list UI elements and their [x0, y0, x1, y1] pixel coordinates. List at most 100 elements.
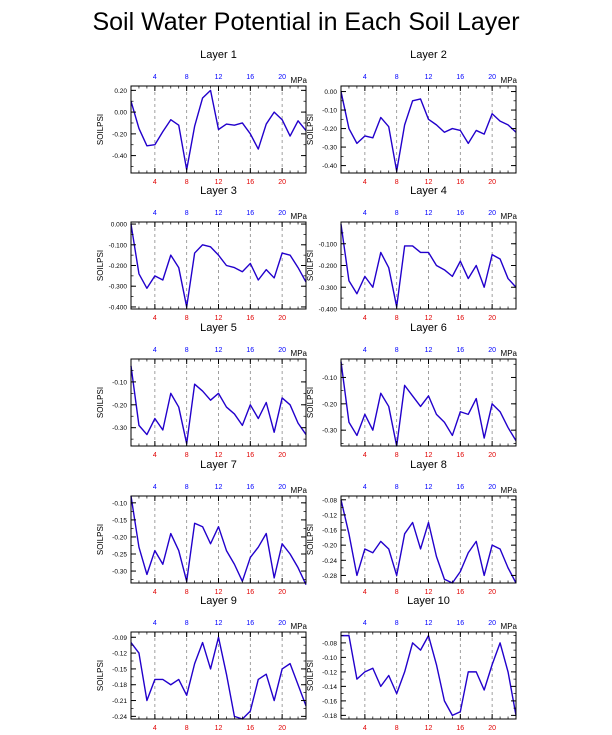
chart-panel-10: Layer 10 MPa SOILPSI 4 8 12 16 20 4 8 12 16 20 -0.08 -… [306, 595, 518, 732]
x-tick-label-bottom: 12 [215, 179, 223, 186]
x-tick-label-top: 4 [363, 210, 367, 217]
y-tick-label: -0.300 [319, 285, 338, 292]
y-tick-label: -0.08 [322, 497, 337, 504]
x-tick-label-top: 8 [395, 347, 399, 354]
x-tick-label-top: 8 [395, 74, 399, 81]
y-tick-label: -0.08 [322, 640, 337, 647]
chart-panel-9: Layer 9 MPa SOILPSI 4 8 12 16 20 4 8 12 16 20 -0.09 -0… [96, 595, 308, 732]
x-tick-label-bottom: 16 [246, 179, 254, 186]
units-label: MPa [501, 212, 518, 221]
y-tick-label: -0.400 [109, 304, 128, 311]
x-tick-label-top: 16 [456, 210, 464, 217]
x-tick-label-top: 20 [488, 210, 496, 217]
y-tick-label: 0.000 [111, 222, 128, 229]
x-tick-label-bottom: 20 [488, 179, 496, 186]
series-line [340, 224, 517, 308]
units-label: MPa [291, 212, 308, 221]
panel-title: Layer 10 [407, 595, 450, 607]
y-tick-label: -0.30 [322, 428, 337, 435]
x-tick-label-top: 12 [215, 484, 223, 491]
y-tick-label: -0.200 [109, 263, 128, 270]
x-tick-label-top: 4 [153, 620, 157, 627]
x-tick-label-top: 4 [363, 347, 367, 354]
x-tick-label-bottom: 8 [185, 452, 189, 459]
y-tick-label: -0.40 [322, 163, 337, 170]
x-tick-label-top: 16 [456, 484, 464, 491]
y-tick-label: -0.12 [112, 651, 127, 658]
y-tick-label: -0.25 [112, 552, 127, 559]
figure-title: Soil Water Potential in Each Soil Layer [92, 8, 520, 36]
panel-title: Layer 2 [410, 49, 447, 61]
series-line [130, 223, 307, 308]
y-axis-label: SOILPSI [306, 250, 315, 281]
x-tick-label-bottom: 16 [456, 589, 464, 596]
x-tick-label-top: 8 [185, 484, 189, 491]
x-tick-label-bottom: 4 [363, 589, 367, 596]
x-tick-label-bottom: 12 [215, 452, 223, 459]
y-tick-label: -0.40 [112, 153, 127, 160]
x-tick-label-top: 16 [246, 347, 254, 354]
x-tick-label-top: 12 [215, 620, 223, 627]
y-axis-label: SOILPSI [306, 524, 315, 555]
x-tick-label-bottom: 12 [215, 725, 223, 732]
chart-panel-6: Layer 6 MPa SOILPSI 4 8 12 16 20 4 8 12 16 20 -0.10 -0… [306, 322, 518, 459]
x-tick-label-bottom: 20 [488, 452, 496, 459]
x-tick-label-top: 8 [185, 347, 189, 354]
units-label: MPa [501, 76, 518, 85]
x-tick-label-bottom: 16 [246, 452, 254, 459]
y-tick-label: 0.00 [114, 110, 127, 117]
x-tick-label-bottom: 8 [395, 179, 399, 186]
x-tick-label-top: 12 [425, 620, 433, 627]
panel-title: Layer 9 [200, 595, 237, 607]
x-tick-label-top: 20 [278, 74, 286, 81]
y-axis-label: SOILPSI [96, 660, 105, 691]
panel-title: Layer 7 [200, 459, 237, 471]
x-tick-label-bottom: 20 [488, 315, 496, 322]
y-tick-label: -0.12 [322, 669, 337, 676]
x-tick-label-bottom: 8 [395, 452, 399, 459]
x-tick-label-top: 12 [215, 347, 223, 354]
y-tick-label: -0.28 [322, 573, 337, 580]
x-tick-label-bottom: 20 [278, 725, 286, 732]
x-tick-label-bottom: 4 [363, 452, 367, 459]
series-line [130, 365, 307, 445]
x-tick-label-bottom: 4 [153, 179, 157, 186]
x-tick-label-bottom: 20 [488, 725, 496, 732]
units-label: MPa [501, 622, 518, 631]
series-line [340, 361, 517, 447]
chart-panel-2: Layer 2 MPa SOILPSI 4 8 12 16 20 4 8 12 16 20 0.00 -0.… [306, 49, 518, 186]
x-tick-label-bottom: 16 [246, 589, 254, 596]
y-tick-label: -0.300 [109, 284, 128, 291]
x-tick-label-top: 12 [425, 484, 433, 491]
x-tick-label-bottom: 8 [395, 315, 399, 322]
x-tick-label-top: 4 [153, 347, 157, 354]
x-tick-label-bottom: 8 [395, 725, 399, 732]
y-tick-label: -0.24 [112, 714, 127, 721]
y-tick-label: -0.16 [322, 528, 337, 535]
y-tick-label: -0.30 [322, 145, 337, 152]
y-tick-label: -0.21 [112, 698, 127, 705]
x-tick-label-bottom: 4 [153, 589, 157, 596]
y-tick-label: -0.09 [112, 635, 127, 642]
x-tick-label-top: 4 [363, 620, 367, 627]
chart-panel-5: Layer 5 MPa SOILPSI 4 8 12 16 20 4 8 12 16 20 -0.10 -0… [96, 322, 308, 459]
x-tick-label-top: 4 [363, 484, 367, 491]
x-tick-label-top: 12 [425, 210, 433, 217]
x-tick-label-bottom: 16 [246, 315, 254, 322]
y-tick-label: -0.200 [319, 263, 338, 270]
y-axis-label: SOILPSI [306, 660, 315, 691]
x-tick-label-top: 20 [278, 484, 286, 491]
y-tick-label: 0.20 [114, 88, 127, 95]
y-tick-label: -0.18 [112, 682, 127, 689]
y-tick-label: -0.20 [322, 126, 337, 133]
chart-panel-7: Layer 7 MPa SOILPSI 4 8 12 16 20 4 8 12 16 20 -0.10 -0… [96, 459, 308, 596]
x-tick-label-bottom: 8 [185, 589, 189, 596]
x-tick-label-top: 12 [425, 347, 433, 354]
x-tick-label-bottom: 20 [278, 589, 286, 596]
series-line [130, 636, 307, 720]
x-tick-label-top: 4 [153, 210, 157, 217]
y-tick-label: -0.10 [112, 379, 127, 386]
units-label: MPa [291, 76, 308, 85]
x-tick-label-top: 8 [185, 620, 189, 627]
